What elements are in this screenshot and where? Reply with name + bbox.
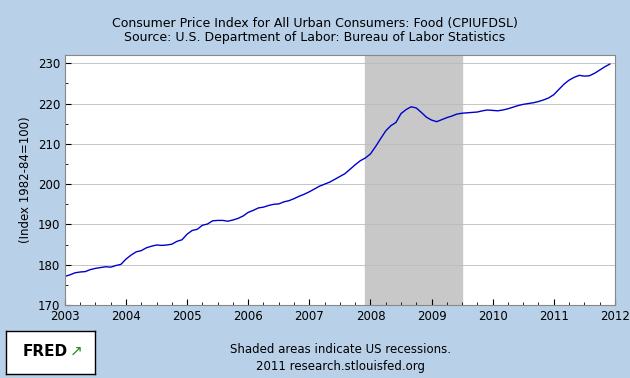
- Text: ↗: ↗: [70, 344, 83, 359]
- Text: FRED: FRED: [22, 344, 67, 359]
- Bar: [365, 55, 462, 305]
- Text: Source: U.S. Department of Labor: Bureau of Labor Statistics: Source: U.S. Department of Labor: Bureau…: [124, 31, 506, 44]
- Text: Consumer Price Index for All Urban Consumers: Food (CPIUFDSL): Consumer Price Index for All Urban Consu…: [112, 17, 518, 30]
- Text: Shaded areas indicate US recessions.: Shaded areas indicate US recessions.: [230, 343, 450, 356]
- Y-axis label: (Index 1982-84=100): (Index 1982-84=100): [19, 117, 32, 243]
- Text: 2011 research.stlouisfed.org: 2011 research.stlouisfed.org: [256, 360, 425, 373]
